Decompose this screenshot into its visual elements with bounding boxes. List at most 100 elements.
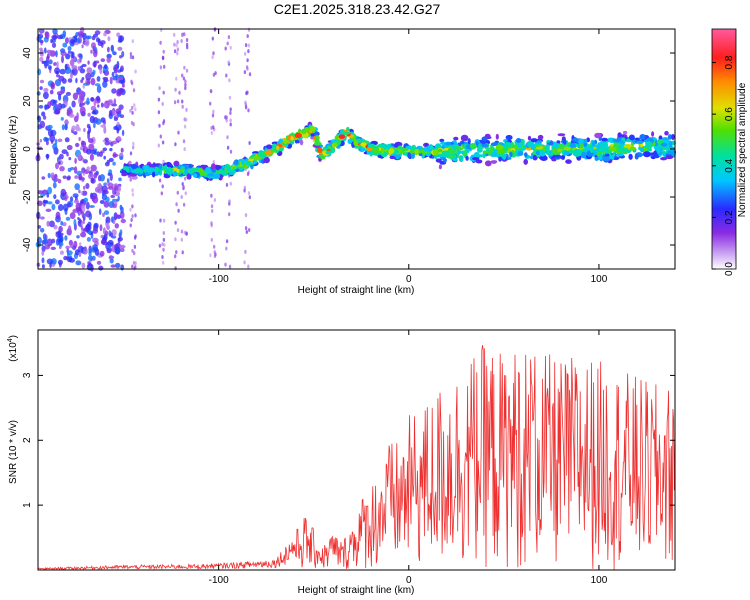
- noise-point: [85, 183, 90, 189]
- noise-point: [43, 60, 50, 67]
- noise-point: [107, 100, 114, 106]
- spectrum-point: [377, 154, 383, 158]
- noise-point: [176, 228, 180, 233]
- noise-point: [55, 199, 60, 205]
- spectrum-point: [612, 138, 618, 143]
- noise-point: [81, 262, 86, 269]
- spectrum-point: [651, 131, 655, 137]
- noise-point: [99, 224, 103, 232]
- spectrum-point: [314, 131, 319, 137]
- noise-point: [81, 178, 85, 183]
- noise-point: [93, 49, 98, 58]
- colorbar-tick-label: 0.2: [724, 210, 735, 224]
- noise-point: [181, 99, 184, 104]
- noise-point: [246, 66, 249, 71]
- noise-point: [246, 172, 250, 176]
- noise-point: [52, 181, 57, 189]
- noise-point: [118, 185, 122, 192]
- noise-point: [129, 108, 132, 113]
- noise-point: [211, 36, 214, 41]
- noise-point: [54, 177, 59, 182]
- spectrum-point: [131, 175, 138, 180]
- noise-point: [103, 119, 106, 125]
- noise-point: [105, 216, 111, 224]
- noise-point: [103, 210, 110, 215]
- spectrum-point: [459, 140, 465, 145]
- noise-point: [73, 219, 77, 226]
- spectrum-point: [490, 142, 499, 147]
- spectrum-point: [551, 157, 557, 162]
- spectrum-point: [483, 150, 489, 154]
- spectrum-point: [218, 169, 225, 174]
- noise-point: [210, 237, 213, 242]
- noise-point: [116, 135, 122, 141]
- noise-point: [117, 74, 123, 78]
- noise-point: [161, 184, 164, 189]
- spectrum-point: [569, 143, 577, 148]
- spectrum-point: [453, 136, 459, 141]
- noise-point: [85, 210, 92, 218]
- noise-point: [82, 248, 88, 255]
- noise-point: [214, 71, 217, 76]
- spectrum-point: [553, 154, 562, 159]
- spectrum-point: [665, 155, 674, 160]
- noise-point: [90, 164, 97, 172]
- spectrogram-y-ticks: -40 -20 0 20 40: [22, 47, 675, 252]
- noise-point: [82, 158, 85, 162]
- noise-point: [47, 201, 53, 205]
- spectrum-point: [405, 145, 413, 150]
- noise-point: [93, 122, 96, 129]
- noise-point: [117, 46, 123, 51]
- noise-point: [134, 261, 137, 266]
- spectrogram-y-label: Frequency (Hz): [8, 116, 19, 185]
- spectrum-point: [402, 152, 408, 156]
- spectrum-point: [128, 160, 132, 165]
- y-tick-label: 1: [22, 502, 33, 508]
- spectrum-point: [574, 150, 582, 157]
- spectrum-point: [437, 148, 443, 153]
- noise-point: [69, 212, 76, 220]
- noise-point: [65, 37, 69, 44]
- noise-point: [121, 83, 125, 88]
- spectrum-point: [616, 135, 623, 142]
- noise-point: [106, 57, 111, 63]
- noise-point: [75, 260, 82, 266]
- noise-point: [162, 237, 166, 242]
- noise-point: [181, 73, 184, 78]
- noise-point: [225, 73, 228, 78]
- noise-point: [92, 228, 99, 234]
- spectrum-point: [341, 131, 350, 135]
- noise-point: [90, 49, 93, 54]
- noise-point: [56, 61, 59, 69]
- spectrum-point: [165, 167, 174, 172]
- noise-point: [210, 131, 213, 135]
- noise-point: [60, 117, 64, 121]
- noise-point: [161, 242, 164, 247]
- noise-point: [88, 173, 94, 180]
- noise-point: [134, 107, 137, 112]
- noise-point: [161, 55, 165, 60]
- noise-point: [78, 189, 81, 194]
- noise-point: [183, 65, 186, 70]
- noise-point: [64, 63, 68, 70]
- spectrum-point: [252, 160, 258, 165]
- noise-point: [212, 160, 215, 164]
- noise-point: [161, 102, 164, 106]
- spectrum-point: [121, 173, 128, 177]
- spectrum-point: [557, 133, 566, 137]
- noise-point: [91, 110, 97, 115]
- spectrum-point: [458, 155, 464, 161]
- noise-point: [88, 249, 92, 257]
- noise-point: [107, 36, 111, 42]
- noise-point: [113, 117, 118, 121]
- noise-point: [180, 39, 183, 43]
- noise-point: [183, 32, 186, 37]
- spectrum-point: [326, 145, 332, 150]
- noise-point: [108, 157, 114, 163]
- noise-point: [244, 51, 247, 56]
- spectrum-point: [660, 157, 668, 161]
- y-tick-label: 0: [22, 146, 33, 152]
- noise-point: [64, 235, 68, 241]
- noise-point: [226, 41, 229, 46]
- noise-point: [134, 265, 137, 270]
